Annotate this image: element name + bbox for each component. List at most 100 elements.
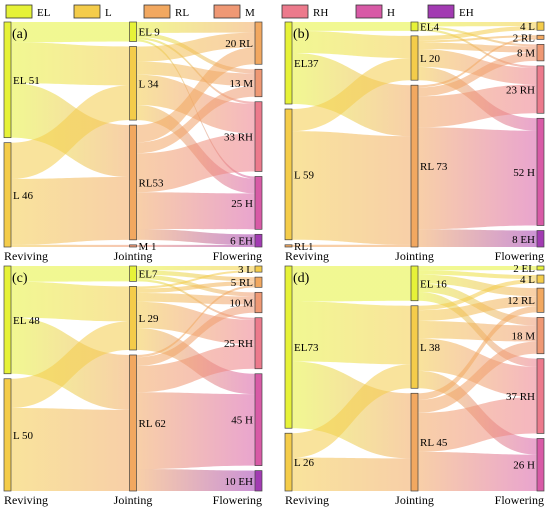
link-rl-to-rh	[136, 344, 255, 393]
link-rl-to-rl	[136, 47, 255, 143]
node-el	[284, 21, 293, 105]
link-el-to-l	[136, 266, 255, 271]
node-label: 18 M	[511, 331, 535, 343]
link-rl-to-m	[136, 86, 255, 154]
link-l-to-rl	[136, 281, 255, 293]
link-l-to-rl	[292, 457, 411, 491]
node-eh	[254, 233, 263, 248]
node-label: L 29	[139, 313, 160, 325]
node-rl	[129, 124, 137, 241]
link-l-to-rl	[418, 35, 537, 43]
node-h	[254, 373, 263, 466]
link-l-to-rl	[136, 32, 255, 62]
link-rl-to-m	[418, 341, 537, 413]
node-rl	[536, 34, 545, 40]
stage-label-reviving: Reviving	[285, 249, 329, 263]
link-l-to-rh	[418, 338, 537, 398]
node-label: EL 16	[420, 278, 447, 290]
link-l-to-l	[136, 270, 255, 289]
node-label: 20 RL	[225, 38, 253, 50]
node-el	[129, 21, 137, 42]
node-eh	[254, 470, 263, 492]
stage-label-flowering: Flowering	[495, 249, 544, 263]
stage-label-jointing: Jointing	[114, 493, 153, 507]
link-rl-to-rh	[418, 84, 537, 128]
node-label: 26 H	[513, 460, 535, 472]
node-label: L 34	[139, 78, 160, 90]
node-rl	[254, 21, 263, 65]
link-el-to-l	[11, 281, 130, 322]
legend-swatch	[143, 4, 171, 19]
links	[11, 266, 255, 491]
node-label: 10 EH	[225, 476, 253, 488]
node-eh	[536, 230, 545, 248]
node-label: EL7	[139, 269, 158, 281]
nodes: EL37 L 59 RL1 EL4 L 20 RL 73 4 L2 RL 8 M 23 RH 52…	[284, 21, 545, 253]
legend-swatch	[355, 4, 383, 19]
link-l-to-m	[136, 61, 255, 87]
panel-a: EL 51 L 46 EL 9 L 34 RL53 M 1 20 RL 13 M 33 RH 25…	[3, 21, 263, 263]
legend-item-el: EL	[5, 4, 51, 19]
stage-label-flowering: Flowering	[495, 493, 544, 507]
panel-label: (c)	[12, 271, 28, 286]
legend-item-rh: RH	[281, 4, 328, 19]
node-label: RL 73	[420, 161, 448, 173]
node-label: 45 H	[231, 415, 253, 427]
link-l-to-m	[11, 244, 130, 247]
node-label: M 1	[139, 241, 157, 253]
nodes: EL 48 L 50 EL7 L 29 RL 62 3 L5 RL 10 M 25 RH 45 …	[3, 264, 263, 492]
node-l	[129, 286, 137, 351]
link-l-to-m	[418, 320, 537, 342]
link-el-to-rl	[136, 270, 255, 282]
node-rl	[536, 287, 545, 313]
node-label: 8 EH	[512, 234, 535, 246]
link-l-to-l	[11, 321, 130, 408]
stage-label-flowering: Flowering	[213, 493, 262, 507]
node-label: L 20	[420, 53, 441, 65]
legend-label: L	[105, 7, 112, 19]
link-rl-to-rl	[292, 244, 411, 247]
legend-label: H	[387, 7, 395, 19]
node-m	[536, 44, 545, 62]
nodes: EL 51 L 46 EL 9 L 34 RL53 M 1 20 RL 13 M 33 RH 25…	[3, 21, 263, 253]
node-m	[536, 317, 545, 355]
node-rh	[254, 317, 263, 370]
stage-label-reviving: Reviving	[4, 493, 48, 507]
legend-label: EH	[459, 7, 474, 19]
stage-label-reviving: Reviving	[285, 493, 329, 507]
panel-c: EL 48 L 50 EL7 L 29 RL 62 3 L5 RL 10 M 25 RH 45 …	[3, 264, 263, 507]
node-rh	[536, 65, 545, 114]
node-rl	[129, 354, 137, 492]
node-h	[536, 117, 545, 226]
link-l-to-l	[418, 279, 537, 311]
link-l-to-l	[11, 85, 130, 179]
node-l	[129, 46, 137, 121]
legend-swatch	[427, 4, 455, 19]
node-label: 25 H	[231, 198, 253, 210]
link-el-to-el	[292, 22, 411, 31]
link-rl-to-h	[418, 451, 537, 491]
node-label: 5 RL	[231, 277, 254, 289]
node-label: RL 45	[420, 437, 448, 449]
link-l-to-rl	[11, 407, 130, 491]
link-rl-to-rl	[418, 37, 537, 88]
node-rl	[254, 276, 263, 288]
node-el	[3, 265, 12, 375]
link-l-to-rl	[11, 177, 130, 245]
panels: EL 51 L 46 EL 9 L 34 RL53 M 1 20 RL 13 M 33 RH 25…	[3, 21, 545, 507]
link-el-to-el	[11, 22, 130, 43]
link-l-to-m	[418, 42, 537, 53]
node-l	[3, 142, 12, 248]
legend-item-rl: RL	[143, 4, 189, 19]
node-el	[129, 265, 137, 282]
link-rl-to-h	[136, 192, 255, 230]
link-l-to-l	[292, 58, 411, 132]
nodes: EL73 L 26 EL 16 L 38 RL 45 2 EL4 L 12 RL 18 M 37…	[284, 263, 545, 492]
link-rl-to-eh	[136, 229, 255, 245]
node-label: 2 RL	[513, 32, 536, 44]
node-label: 4 L	[520, 21, 535, 33]
node-label: L 46	[13, 190, 34, 202]
node-m	[254, 68, 263, 98]
link-rl-to-rh	[418, 397, 537, 452]
link-l-to-rh	[418, 49, 537, 85]
